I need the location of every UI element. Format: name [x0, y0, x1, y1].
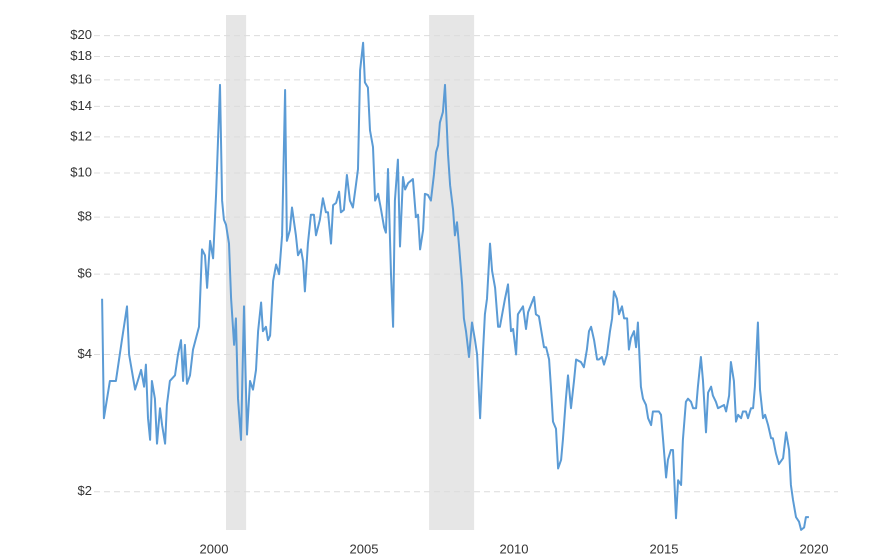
- x-tick-label: 2010: [500, 541, 529, 556]
- y-tick-label: $10: [70, 164, 92, 179]
- y-tick-label: $16: [70, 71, 92, 86]
- y-tick-label: $14: [70, 98, 92, 113]
- price-line: [101, 41, 809, 531]
- recession-band: [429, 15, 475, 530]
- x-tick-label: 2020: [800, 541, 829, 556]
- x-tick-label: 2015: [650, 541, 679, 556]
- y-tick-label: $6: [78, 266, 92, 281]
- recession-band: [226, 15, 247, 530]
- y-tick-label: $2: [78, 483, 92, 498]
- y-tick-label: $4: [78, 346, 92, 361]
- x-tick-label: 2005: [350, 541, 379, 556]
- y-tick-label: $12: [70, 128, 92, 143]
- y-tick-label: $18: [70, 48, 92, 63]
- x-tick-label: 2000: [200, 541, 229, 556]
- y-tick-label: $8: [78, 209, 92, 224]
- y-tick-label: $20: [70, 27, 92, 42]
